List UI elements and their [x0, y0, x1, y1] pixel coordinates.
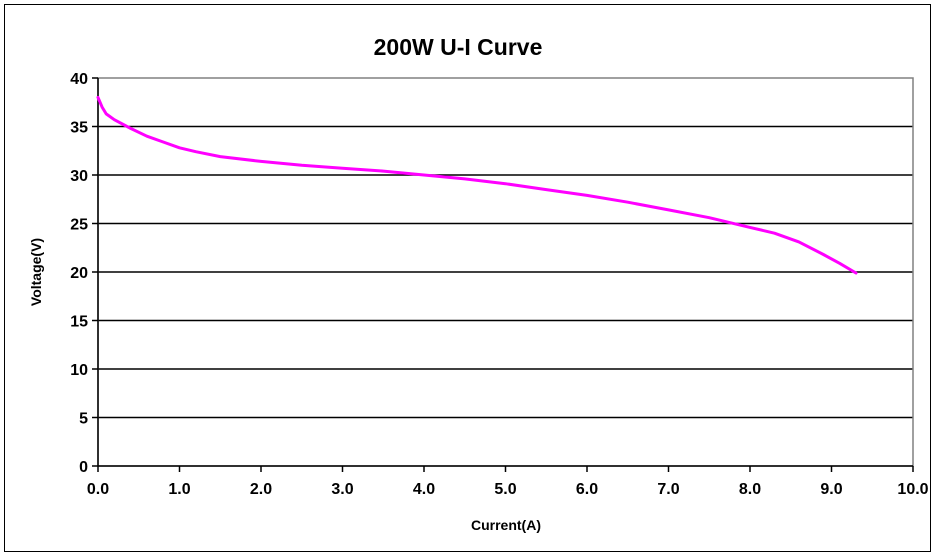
- x-tick-label: 5.0: [494, 481, 516, 498]
- x-tick-label: 4.0: [413, 481, 435, 498]
- series-layer: [96, 95, 858, 275]
- x-tick-label: 1.0: [168, 481, 190, 498]
- x-tick-labels: 0.0 1.0 2.0 3.0 4.0 5.0 6.0 7.0 8.0 9.0 10.0: [87, 481, 929, 498]
- x-tick-label: 7.0: [657, 481, 679, 498]
- line-chart: 200W U-I Curve 0 5 10 15 20 25 30 35 40 0.0 1.0 2.…: [28, 34, 929, 533]
- y-tick-label: 35: [70, 120, 88, 137]
- chart-title: 200W U-I Curve: [374, 34, 543, 60]
- x-tick-label: 8.0: [739, 481, 761, 498]
- x-tick-label: 10.0: [897, 481, 928, 498]
- y-tick-labels: 0 5 10 15 20 25 30 35 40: [70, 71, 88, 476]
- x-tick-label: 6.0: [576, 481, 598, 498]
- series-line-0: [96, 95, 858, 275]
- axes: [92, 77, 914, 472]
- x-tick-label: 0.0: [87, 481, 109, 498]
- x-tick-label: 3.0: [331, 481, 353, 498]
- y-tick-label: 10: [70, 362, 88, 379]
- x-axis-title: Current(A): [471, 517, 541, 533]
- y-tick-label: 20: [70, 265, 88, 282]
- y-axis-title: Voltage(V): [28, 238, 44, 306]
- y-tick-label: 25: [70, 217, 88, 234]
- y-tick-label: 15: [70, 314, 88, 331]
- grid-lines: [98, 125, 913, 419]
- chart-frame: 200W U-I Curve 0 5 10 15 20 25 30 35 40 0.0 1.0 2.…: [4, 4, 931, 552]
- x-tick-label: 9.0: [820, 481, 842, 498]
- y-tick-label: 5: [79, 411, 88, 428]
- y-tick-label: 0: [79, 459, 88, 476]
- y-tick-label: 40: [70, 71, 88, 88]
- y-tick-label: 30: [70, 168, 88, 185]
- x-tick-label: 2.0: [250, 481, 272, 498]
